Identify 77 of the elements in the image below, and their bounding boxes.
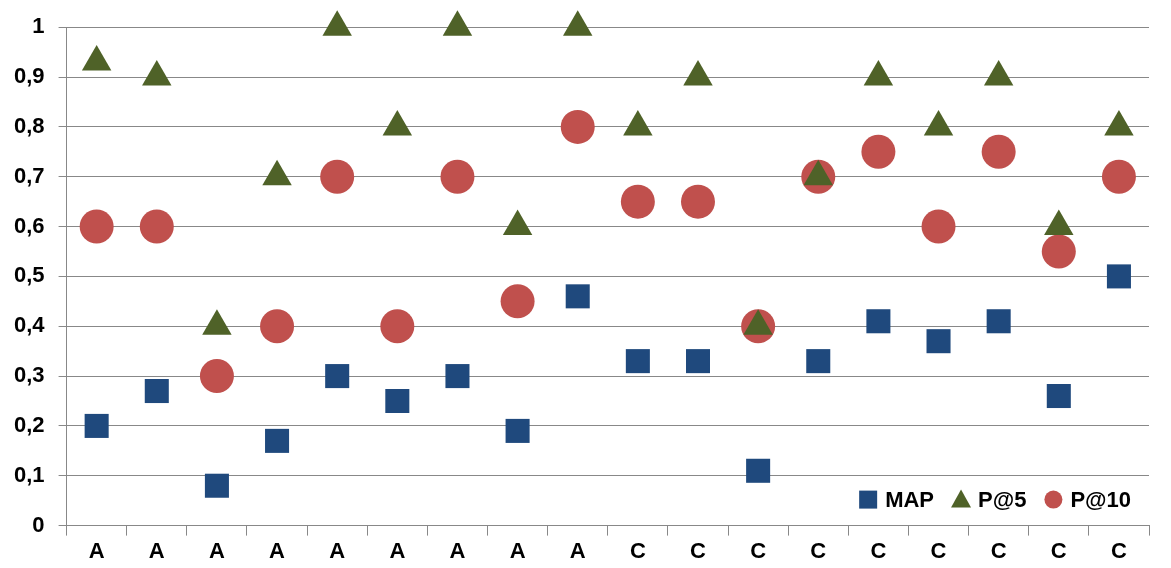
- y-tick-label: 0: [32, 511, 45, 537]
- point: [623, 109, 653, 136]
- legend-label: MAP: [885, 486, 935, 512]
- x-tick-label: A: [208, 537, 225, 563]
- x-tick-label: C: [750, 537, 767, 563]
- point: [921, 209, 956, 244]
- x-tick-label: A: [269, 537, 286, 563]
- point: [325, 364, 350, 389]
- x-tick-label: C: [810, 537, 827, 563]
- point: [1106, 264, 1131, 289]
- x-tick-label: A: [329, 537, 346, 563]
- y-tick-label: 1: [32, 13, 45, 39]
- y-tick-label: 0,7: [13, 162, 45, 188]
- point: [806, 349, 831, 374]
- point: [440, 159, 475, 194]
- y-tick-label: 0,1: [13, 461, 45, 487]
- point: [981, 134, 1016, 169]
- x-tick-label: A: [509, 537, 526, 563]
- point: [79, 209, 114, 244]
- point: [260, 309, 295, 344]
- x-tick-label: C: [1110, 537, 1127, 563]
- x-tick-label: C: [1050, 537, 1067, 563]
- point: [142, 60, 172, 86]
- point: [505, 418, 530, 443]
- point: [144, 379, 169, 404]
- point: [500, 284, 535, 319]
- point: [683, 60, 713, 86]
- point: [84, 413, 109, 438]
- point: [1041, 234, 1076, 269]
- x-tick-label: A: [449, 537, 466, 563]
- legend-label: P@5: [978, 486, 1027, 512]
- point: [320, 159, 355, 194]
- point: [926, 329, 951, 354]
- point: [81, 45, 112, 71]
- point: [565, 284, 590, 309]
- point: [863, 60, 894, 86]
- point: [382, 109, 413, 136]
- y-tick-label: 0,6: [13, 212, 45, 238]
- point: [986, 309, 1011, 334]
- point: [563, 10, 593, 36]
- x-tick-label: A: [569, 537, 586, 563]
- point: [1101, 159, 1136, 194]
- x-tick-label: C: [629, 537, 646, 563]
- point: [380, 309, 415, 344]
- point: [866, 309, 891, 334]
- point: [680, 184, 715, 219]
- y-tick-label: 0,2: [13, 411, 45, 437]
- y-tick-label: 0,8: [13, 112, 45, 138]
- y-tick-label: 0,5: [13, 262, 45, 288]
- point: [625, 349, 650, 374]
- point: [1046, 384, 1071, 409]
- x-tick-label: C: [870, 537, 887, 563]
- y-tick-label: 0,9: [13, 63, 45, 89]
- x-tick-label: C: [690, 537, 707, 563]
- point: [685, 349, 711, 374]
- point: [139, 209, 174, 244]
- point: [1104, 109, 1134, 136]
- x-tick-label: A: [88, 537, 105, 563]
- point: [861, 134, 896, 169]
- x-tick-label: A: [148, 537, 165, 563]
- x-tick-label: A: [389, 537, 406, 563]
- legend-label: P@10: [1070, 486, 1132, 512]
- point: [199, 359, 234, 394]
- point: [923, 109, 954, 136]
- point: [983, 60, 1014, 86]
- point: [445, 364, 470, 389]
- x-tick-label: C: [990, 537, 1007, 563]
- point: [265, 428, 290, 453]
- point: [204, 473, 229, 498]
- point: [385, 388, 410, 414]
- point: [322, 10, 352, 36]
- point: [620, 184, 655, 219]
- y-tick-label: 0,4: [13, 312, 46, 338]
- point: [746, 458, 771, 483]
- x-tick-label: C: [930, 537, 947, 563]
- y-tick-label: 0,3: [13, 362, 45, 388]
- point: [442, 10, 473, 36]
